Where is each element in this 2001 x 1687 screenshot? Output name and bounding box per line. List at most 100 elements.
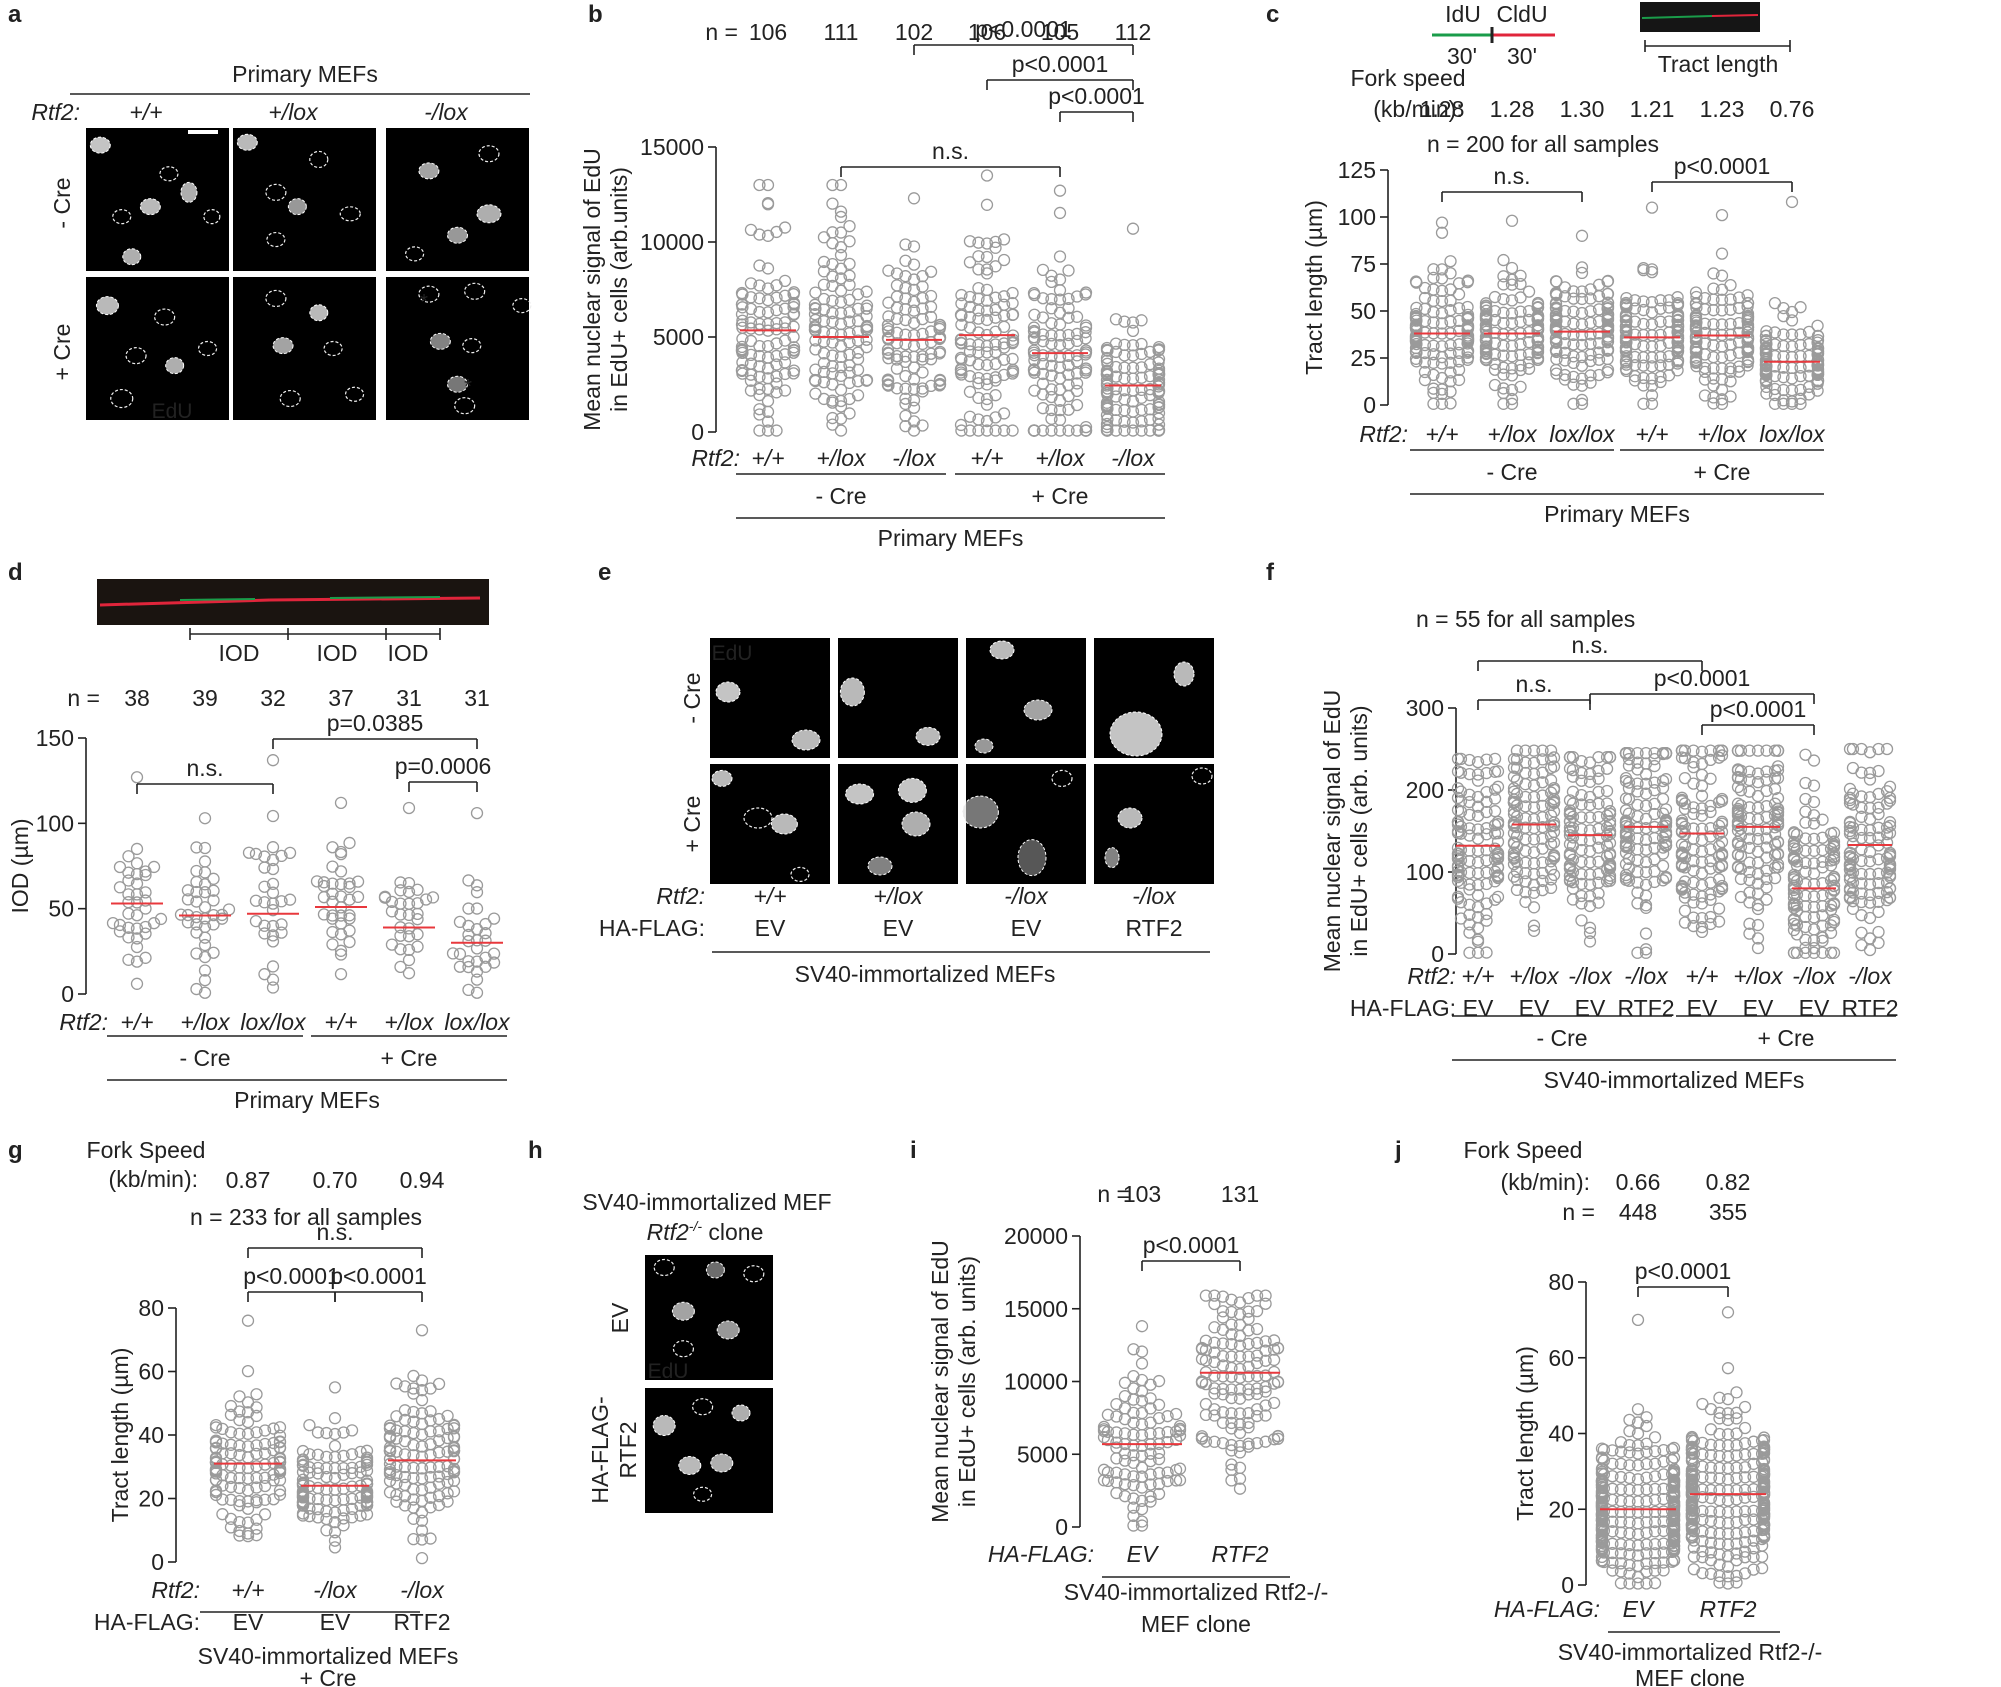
data-point	[1843, 846, 1857, 859]
data-point	[1216, 1436, 1230, 1450]
fork-speed-value: 0.70	[313, 1167, 358, 1193]
data-point	[1654, 315, 1667, 328]
data-point	[1488, 842, 1502, 855]
data-point	[1161, 1425, 1174, 1439]
data-point	[310, 875, 324, 888]
data-point	[1583, 775, 1597, 788]
nucleus-stained	[122, 248, 141, 265]
row2-category-label: EV	[1799, 995, 1830, 1021]
data-point	[1100, 420, 1114, 434]
nucleus-outline	[839, 677, 865, 707]
data-point	[337, 1512, 350, 1525]
data-point	[1614, 1445, 1628, 1458]
data-point	[1152, 1446, 1166, 1460]
data-point	[1794, 328, 1807, 341]
data-point	[1855, 887, 1868, 900]
data-point	[1036, 402, 1050, 415]
data-point	[1738, 1461, 1752, 1474]
data-point	[1738, 1400, 1752, 1414]
data-point	[1161, 1410, 1174, 1423]
data-point	[916, 382, 929, 395]
data-point	[1799, 844, 1812, 857]
data-point	[198, 901, 212, 914]
data-point	[1070, 334, 1084, 348]
data-point	[1721, 1393, 1735, 1406]
data-point	[899, 392, 912, 405]
data-point	[770, 358, 783, 371]
data-point	[1639, 843, 1653, 856]
data-point	[326, 909, 339, 922]
data-point	[334, 948, 348, 961]
data-point	[241, 1440, 255, 1453]
data-point	[916, 350, 929, 363]
data-point	[851, 389, 865, 402]
data-point	[1623, 1459, 1636, 1472]
data-point	[258, 880, 271, 893]
row-label: Rtf2:	[1359, 421, 1408, 447]
data-point	[1547, 849, 1561, 862]
data-point	[215, 912, 229, 925]
iod-label: IOD	[219, 640, 260, 666]
data-point	[402, 967, 416, 980]
data-point	[1751, 902, 1765, 916]
data-point	[1233, 1362, 1247, 1376]
data-point	[326, 860, 339, 873]
data-point	[1522, 285, 1536, 298]
data-point	[317, 908, 331, 921]
data-point	[1567, 370, 1580, 384]
nucleus-stained	[653, 1415, 676, 1436]
y-tick-label: 60	[1548, 1345, 1574, 1371]
data-point	[1135, 1394, 1149, 1407]
data-point	[1583, 921, 1597, 934]
data-point	[778, 384, 792, 397]
data-point	[1575, 798, 1588, 811]
fork-speed-value: 0.94	[400, 1167, 445, 1193]
nucleus-outline	[266, 231, 286, 248]
data-point	[761, 339, 775, 353]
data-point	[1707, 318, 1720, 331]
data-point	[1233, 1339, 1247, 1352]
data-point	[415, 1533, 429, 1546]
data-point	[224, 1480, 238, 1494]
y-tick-label: 0	[1431, 941, 1444, 967]
data-point	[1760, 841, 1773, 854]
data-point	[432, 1498, 446, 1512]
data-point	[334, 909, 348, 922]
data-point	[1242, 1291, 1255, 1305]
data-point	[1118, 424, 1131, 437]
data-point	[1696, 1397, 1709, 1411]
fork-speed-label: Fork Speed	[87, 1137, 206, 1163]
data-point	[1855, 877, 1868, 890]
category-label: lox/lox	[1759, 421, 1826, 447]
data-point	[1514, 363, 1527, 377]
data-point	[1451, 874, 1465, 888]
data-point	[1208, 1346, 1221, 1359]
y-tick-label: 15000	[1004, 1296, 1068, 1322]
data-point	[1648, 1515, 1662, 1529]
data-point	[1760, 822, 1773, 836]
data-point	[1863, 855, 1877, 868]
data-point	[241, 1484, 255, 1497]
data-point	[139, 886, 152, 899]
data-point	[1216, 1311, 1230, 1324]
data-point	[989, 260, 1002, 273]
data-point	[198, 986, 212, 999]
data-point	[1794, 301, 1807, 314]
data-point	[1267, 1353, 1281, 1367]
data-point	[1444, 375, 1457, 388]
data-point	[770, 323, 783, 336]
nucleus-outline	[915, 726, 941, 746]
n-value: 31	[396, 685, 422, 711]
data-point	[1216, 1337, 1230, 1350]
data-point	[843, 257, 856, 271]
data-point	[398, 1413, 412, 1427]
data-point	[1505, 317, 1519, 330]
data-point	[1704, 1546, 1718, 1559]
data-point	[881, 373, 895, 386]
data-point	[241, 1365, 255, 1378]
data-point	[1640, 1538, 1653, 1551]
data-point	[972, 338, 985, 351]
data-point	[989, 338, 1002, 351]
data-point	[1454, 794, 1468, 808]
y-axis-label: in EdU+ cells (arb. units)	[954, 1256, 980, 1507]
